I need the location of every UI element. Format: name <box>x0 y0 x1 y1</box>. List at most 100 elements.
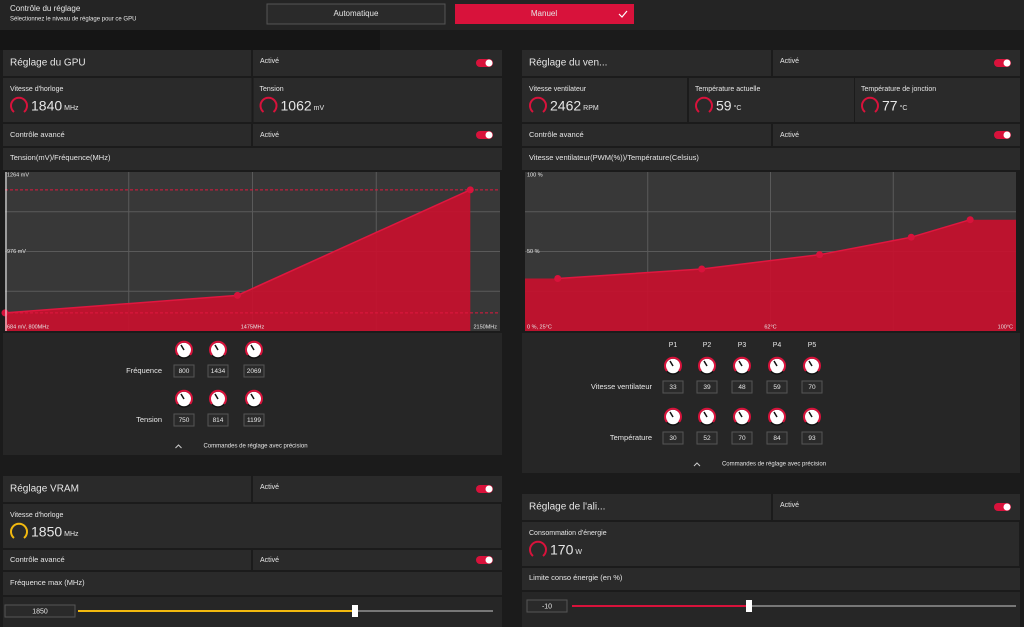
slider-value: 1850 <box>32 608 48 615</box>
control-value: 39 <box>703 384 711 391</box>
value-box[interactable] <box>207 364 229 378</box>
knob-pointer <box>669 411 674 418</box>
value-box[interactable] <box>243 364 265 378</box>
status-label: Activé <box>780 502 799 509</box>
chart-title: Vitesse ventilateur(PWM(%))/Température(… <box>529 153 699 162</box>
panel-cell <box>3 550 251 570</box>
panel-cell <box>522 148 1020 170</box>
curve-point[interactable] <box>816 251 824 259</box>
knob-arc <box>175 340 193 356</box>
knob-pointer <box>808 360 813 367</box>
panel-cell <box>3 148 502 170</box>
knob-arc <box>245 389 263 405</box>
control-label: Fréquence <box>126 366 162 375</box>
metric-unit: °C <box>900 104 908 112</box>
metric-label: Consommation d'énergie <box>529 530 607 537</box>
knob-arc <box>175 389 193 405</box>
value-box[interactable] <box>766 431 788 445</box>
metric-label: Température actuelle <box>695 86 760 93</box>
gauge-icon <box>10 522 28 539</box>
gauge-icon <box>529 540 547 557</box>
knob-pointer <box>180 344 185 351</box>
value-box[interactable] <box>801 380 823 394</box>
toggle-knob <box>485 556 493 564</box>
value-box[interactable] <box>801 431 823 445</box>
slider-thumb[interactable] <box>746 600 752 612</box>
value-box[interactable] <box>731 380 753 394</box>
value-box[interactable] <box>662 431 684 445</box>
knob-pointer <box>669 360 674 367</box>
panel-cell <box>522 78 687 122</box>
setting-label: Limite conso énergie (en %) <box>529 573 623 582</box>
curve-point[interactable] <box>698 265 706 273</box>
panel-cell <box>522 124 771 146</box>
value-box[interactable] <box>243 413 265 427</box>
option-label: Manuel <box>531 9 557 18</box>
curve-area <box>525 219 1016 331</box>
panel-cell <box>855 78 1020 122</box>
curve-point[interactable] <box>233 291 241 299</box>
panel-cell <box>3 504 501 548</box>
status-label: Activé <box>780 132 799 139</box>
toggle-knob <box>1003 59 1011 67</box>
axis-label: 1475MHz <box>241 324 265 330</box>
value-box[interactable] <box>207 413 229 427</box>
panel-cell <box>773 124 1020 146</box>
header-shadow <box>0 30 380 50</box>
caret-icon <box>175 444 182 449</box>
metric-unit: mV <box>314 105 325 112</box>
axis-label: 2150MHz <box>473 324 497 330</box>
panel-cell <box>3 572 502 595</box>
value-box[interactable] <box>173 364 195 378</box>
metric-label: Vitesse d'horloge <box>10 512 63 519</box>
control-value: 70 <box>808 384 816 391</box>
caret-icon <box>693 462 701 467</box>
value-box[interactable] <box>731 431 753 445</box>
value-box[interactable] <box>696 431 718 445</box>
option-button[interactable] <box>266 3 446 25</box>
panel-cell <box>253 476 502 502</box>
value-box[interactable] <box>4 604 76 618</box>
control-value: 70 <box>738 435 746 442</box>
knob-arc <box>698 407 716 423</box>
value-box[interactable] <box>662 380 684 394</box>
metric-value: 1840 <box>31 98 62 114</box>
toggle-knob <box>485 485 493 493</box>
header-title: Contrôle du réglage <box>10 4 81 13</box>
slider-row <box>522 592 1020 627</box>
value-box[interactable] <box>526 599 568 613</box>
metric-label: Tension <box>260 86 284 93</box>
knob-pointer <box>703 360 708 367</box>
value-box[interactable] <box>173 413 195 427</box>
panel-cell <box>3 50 251 76</box>
panel-cell <box>3 124 251 146</box>
slider-thumb[interactable] <box>352 605 358 617</box>
knob-arc <box>733 356 751 372</box>
curve-point[interactable] <box>966 216 974 224</box>
axis-label: 976 mV <box>7 249 26 255</box>
gauge-icon <box>695 96 713 113</box>
control-value: 1434 <box>211 368 226 375</box>
footer-label: Commandes de réglage avec précision <box>722 462 826 468</box>
knob-arc <box>803 356 821 372</box>
control-value: 33 <box>669 384 677 391</box>
value-box[interactable] <box>766 380 788 394</box>
status-label: Activé <box>260 557 279 564</box>
knob-pointer <box>773 360 778 367</box>
gauge-icon <box>529 96 547 113</box>
row-label: Contrôle avancé <box>10 130 65 139</box>
value-box[interactable] <box>696 380 718 394</box>
metric-label: Température de jonction <box>861 86 936 93</box>
control-value: 84 <box>773 435 781 442</box>
panel-cell <box>773 50 1020 76</box>
curve-point[interactable] <box>554 275 562 283</box>
control-label: Tension <box>136 415 162 424</box>
toggle-knob <box>485 131 493 139</box>
curve-point[interactable] <box>907 233 915 241</box>
option-button[interactable] <box>455 4 634 24</box>
knob-pointer <box>738 360 743 367</box>
point-label: P3 <box>738 342 747 349</box>
panel-cell <box>522 568 1020 590</box>
knob-pointer <box>808 411 813 418</box>
